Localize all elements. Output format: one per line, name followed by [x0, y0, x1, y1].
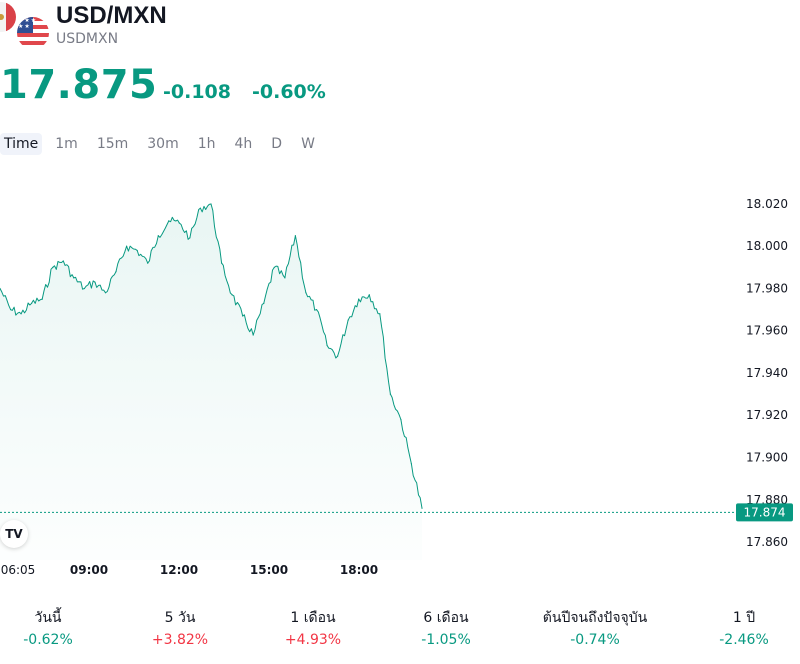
last-price: 17.875 — [0, 62, 158, 108]
price-point — [136, 249, 138, 252]
price-point — [178, 222, 180, 224]
usa-flag-icon: ★★★ ★★ — [16, 16, 50, 50]
symbol-title: USD/MXN — [56, 2, 167, 29]
timeframe-tabs: Time 1m 15m 30m 1h 4h D W — [0, 132, 328, 156]
tab-30m[interactable]: 30m — [147, 136, 179, 152]
performance-item[interactable]: 5 วัน +3.82% — [100, 608, 260, 650]
price-point — [147, 262, 149, 264]
performance-item[interactable]: 1 เดือน +4.93% — [233, 608, 393, 650]
y-tick-label: 18.020 — [746, 197, 788, 211]
x-tick-label: 12:00 — [160, 563, 198, 577]
price-point — [242, 315, 244, 317]
price-point — [168, 220, 170, 222]
price-point — [10, 309, 12, 311]
price-point — [115, 271, 117, 273]
performance-value: +4.93% — [284, 632, 342, 648]
tab-1h[interactable]: 1h — [197, 136, 216, 152]
performance-item[interactable]: 1 ปี -2.46% — [664, 608, 800, 650]
performance-value: -0.74% — [570, 632, 620, 648]
performance-value: -0.62% — [23, 632, 73, 648]
performance-label: 6 เดือน — [423, 610, 469, 626]
price-point — [94, 281, 96, 283]
price-area-fill — [0, 204, 422, 560]
price-point — [73, 277, 75, 279]
tab-15m[interactable]: 15m — [96, 136, 129, 152]
price-point — [221, 262, 223, 264]
price-point — [199, 207, 201, 209]
performance-strip: วันนี้ -0.62% 5 วัน +3.82% 1 เดือน +4.93% 6 เด… — [0, 608, 800, 658]
y-tick-label: 17.880 — [746, 493, 788, 507]
mexico-flag-icon — [0, 2, 16, 32]
performance-label: ต้นปีจนถึงปัจจุบัน — [542, 610, 648, 626]
price-point — [252, 334, 254, 336]
price-point — [389, 393, 391, 395]
performance-item[interactable]: วันนี้ -0.62% — [0, 608, 128, 650]
performance-value: +3.82% — [151, 632, 209, 648]
currency-flags: ★★★ ★★ — [0, 2, 50, 50]
price-point — [305, 292, 307, 294]
price-chart[interactable]: 18.020 18.000 17.980 17.960 17.940 17.920 17.9… — [0, 170, 800, 590]
price-point — [294, 235, 296, 237]
price-point — [284, 277, 286, 279]
price-point — [231, 294, 233, 296]
price-point — [421, 507, 423, 509]
last-price-badge — [736, 503, 793, 522]
tab-time[interactable]: Time — [0, 133, 43, 155]
price-point — [41, 298, 43, 300]
price-point — [410, 463, 412, 465]
y-tick-label: 17.980 — [746, 282, 788, 296]
price-point — [273, 266, 275, 268]
price-point — [368, 294, 370, 296]
tab-w[interactable]: W — [301, 136, 315, 152]
price-change: -0.108 — [163, 81, 231, 103]
tab-4h[interactable]: 4h — [234, 136, 253, 152]
tab-1m[interactable]: 1m — [55, 136, 78, 152]
price-point — [20, 313, 22, 315]
y-tick-label: 17.920 — [746, 408, 788, 422]
price-point — [52, 266, 54, 268]
y-tick-label: 17.860 — [746, 535, 788, 549]
price-point — [263, 302, 265, 304]
price-point — [358, 298, 360, 300]
price-point — [347, 319, 349, 321]
price-point — [379, 313, 381, 315]
performance-item[interactable]: ต้นปีจนถึงปัจจุบัน -0.74% — [515, 608, 675, 650]
price-point — [326, 344, 328, 347]
price-point — [62, 260, 64, 262]
price-point — [400, 418, 402, 421]
price-point — [0, 287, 1, 290]
price-point — [104, 292, 107, 294]
x-tick-label: 18:00 — [340, 563, 378, 577]
price-point — [126, 245, 128, 247]
price-point — [337, 355, 339, 357]
y-tick-label: 17.940 — [746, 366, 788, 380]
price-point — [157, 235, 159, 237]
performance-label: วันนี้ — [34, 610, 62, 626]
performance-value: -1.05% — [421, 632, 471, 648]
x-tick-label: 15:00 — [250, 563, 288, 577]
last-price-badge-label: 17.874 — [744, 505, 786, 519]
performance-value: -2.46% — [719, 632, 769, 648]
symbol-ticker: USDMXN — [56, 31, 119, 47]
y-tick-label: 18.000 — [746, 239, 788, 253]
price-point — [31, 302, 33, 304]
x-tick-label: 06:05 — [1, 563, 36, 577]
price-change-percent: -0.60% — [252, 81, 326, 103]
y-tick-label: 17.960 — [746, 324, 788, 338]
price-point — [315, 309, 318, 311]
performance-label: 5 วัน — [164, 610, 196, 626]
price-point — [83, 287, 85, 290]
tradingview-logo-icon[interactable]: TV — [0, 520, 28, 548]
performance-label: 1 ปี — [732, 610, 756, 626]
tab-d[interactable]: D — [271, 136, 283, 152]
price-point — [189, 237, 191, 239]
performance-item[interactable]: 6 เดือน -1.05% — [366, 608, 526, 650]
performance-label: 1 เดือน — [290, 610, 336, 626]
y-tick-label: 17.900 — [746, 451, 788, 465]
x-tick-label: 09:00 — [70, 563, 108, 577]
price-point — [210, 203, 212, 205]
